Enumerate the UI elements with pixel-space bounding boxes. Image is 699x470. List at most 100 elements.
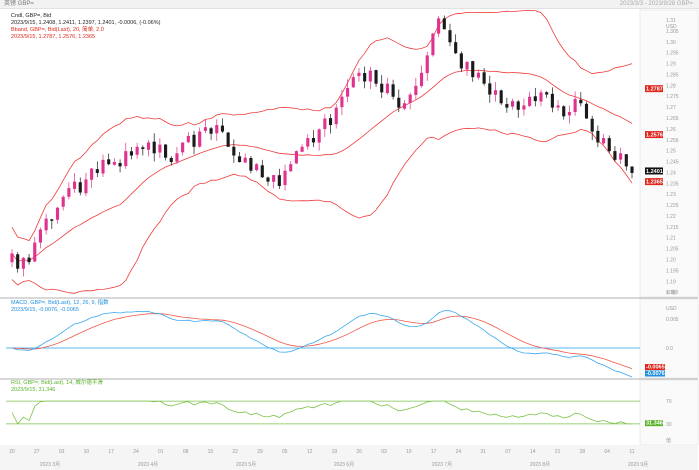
price-tick-label: 1.275 xyxy=(666,94,679,100)
macd-line xyxy=(11,310,633,378)
candle-body xyxy=(562,106,566,117)
candle-body xyxy=(198,131,202,147)
time-tick-label: 08 xyxy=(183,449,189,455)
bband-middle-tag-bg xyxy=(645,131,663,139)
candle-body xyxy=(346,88,350,97)
macd-value-tag-bg xyxy=(645,370,665,377)
price-tick-label: 1.28 xyxy=(666,83,676,89)
date-range-label: 2023/3/3 - 2023/9/28 GBP= xyxy=(619,1,693,7)
candle-body xyxy=(334,107,338,125)
price-tick-label: 1.30 xyxy=(666,40,676,46)
macd-legend-title: MACD, GBP=, Bid(Last), 12, 26, 9, 指数 xyxy=(11,300,109,306)
candle-body xyxy=(158,144,162,153)
candle-body xyxy=(414,85,418,95)
rsi-line xyxy=(11,400,633,425)
time-month-label: 2023 5月 xyxy=(236,462,256,468)
candle-body xyxy=(624,154,628,167)
candle-body xyxy=(249,157,253,171)
candle-body xyxy=(510,101,515,107)
rsi-unit-label: 值 xyxy=(666,437,671,444)
time-tick-label: 14 xyxy=(530,449,536,455)
candle-body xyxy=(61,196,65,207)
candle-body xyxy=(67,188,71,197)
price-tick-label: 1.24 xyxy=(666,170,676,176)
candle-body xyxy=(363,73,367,82)
macd-signal-line xyxy=(11,313,633,370)
candle-body xyxy=(27,257,31,263)
price-tick-label: 1.295 xyxy=(666,51,679,57)
candle-body xyxy=(522,105,526,110)
time-tick-label: 05 xyxy=(282,449,288,455)
candle-body xyxy=(425,55,429,74)
time-tick-label: 17 xyxy=(431,449,437,455)
candle-body xyxy=(255,164,259,171)
price-tick-label: 1.19 xyxy=(666,279,676,285)
last-price-tag: 1.2401 xyxy=(646,169,663,175)
rsi-legend-title: RSI, GBP=, Bid(Last), 14, 威尔德平滑 xyxy=(11,380,103,386)
candle-body xyxy=(465,61,469,70)
candle-body xyxy=(601,138,606,144)
candle-body xyxy=(454,42,458,54)
time-tick-label: 04 xyxy=(604,449,610,455)
time-month-label: 2023 7月 xyxy=(432,462,452,468)
macd-unit-label: USD xyxy=(666,306,677,312)
price-tick-label: 1.245 xyxy=(666,160,679,166)
candle-body xyxy=(397,97,401,108)
bband-middle-tag: 1.2576 xyxy=(646,132,663,138)
price-tick-label: 1.23 xyxy=(666,192,676,198)
candle-body xyxy=(294,151,298,164)
candle-body xyxy=(300,146,304,152)
macd-legend-values: 2023/9/15, -0.0076, -0.0065 xyxy=(11,307,79,313)
candle-body xyxy=(402,103,407,109)
time-tick-label: 03 xyxy=(381,449,387,455)
price-tick-label: 1.305 xyxy=(666,29,679,35)
candle-body xyxy=(437,18,441,34)
candle-body xyxy=(368,70,372,82)
time-tick-label: 28 xyxy=(580,449,586,455)
candle-body xyxy=(129,151,134,156)
candle-body xyxy=(385,83,389,94)
rsi-tick-label: 30 xyxy=(666,422,672,428)
candle-body xyxy=(192,134,196,147)
time-tick-label: 22 xyxy=(232,449,238,455)
rsi-value-tag: 31.346 xyxy=(646,421,663,427)
candle-body xyxy=(493,90,498,95)
price-tick-label: 1.185 xyxy=(666,290,679,296)
time-tick-label: 24 xyxy=(133,449,139,455)
candle-body xyxy=(203,127,207,131)
candle-body xyxy=(448,30,452,43)
macd-value-tag: -0.0076 xyxy=(646,371,665,377)
candle-body xyxy=(135,146,139,155)
candle-body xyxy=(431,33,435,56)
candle-body xyxy=(584,103,589,119)
candle-body xyxy=(90,168,94,180)
bband-legend-values: 2023/9/15, 1.2787, 1.2576, 1.2365 xyxy=(11,34,96,40)
candle-body xyxy=(16,254,20,269)
time-month-label: 2023 3月 xyxy=(40,462,60,468)
main-legend: Cndl, GBP=, Bid 2023/9/15, 1.2408, 1.241… xyxy=(11,13,160,41)
candle-body xyxy=(351,77,355,88)
candle-body xyxy=(226,132,230,147)
candle-body xyxy=(289,164,293,172)
time-tick-label: 31 xyxy=(480,449,486,455)
candle-body xyxy=(10,253,14,263)
candle-body xyxy=(33,242,37,262)
candle-body xyxy=(50,219,54,221)
candle-body xyxy=(124,151,128,167)
candle-body xyxy=(499,90,503,104)
price-tick-label: 1.27 xyxy=(666,105,676,111)
candle-body xyxy=(277,175,281,186)
candle-body xyxy=(471,61,475,78)
price-tick-label: 1.21 xyxy=(666,236,676,242)
price-tick-label: 1.20 xyxy=(666,257,676,263)
candle-body xyxy=(596,130,600,143)
candle-body xyxy=(539,92,543,102)
candle-body xyxy=(328,118,333,126)
candle-body xyxy=(146,142,151,150)
candle-body xyxy=(442,18,446,30)
candle-body xyxy=(118,163,122,167)
bband-lower-line xyxy=(11,127,633,294)
candle-body xyxy=(419,72,424,87)
candle-body xyxy=(482,72,486,84)
